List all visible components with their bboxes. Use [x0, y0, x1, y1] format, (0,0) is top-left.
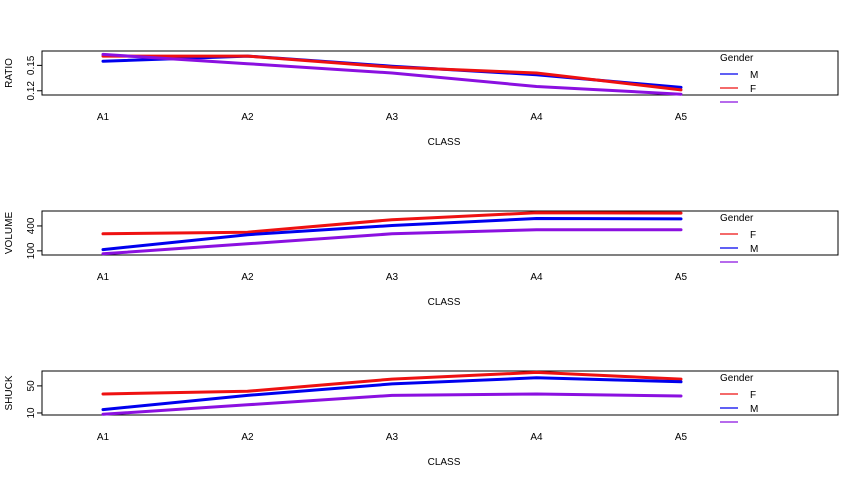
x-tick-label: A1: [97, 112, 110, 123]
x-tick-label: A1: [97, 272, 110, 283]
x-axis-title: CLASS: [428, 457, 461, 468]
x-axis-title: CLASS: [428, 137, 461, 148]
y-tick-label: 100: [26, 242, 37, 259]
series-line-2-1: [101, 211, 683, 236]
legend-entry-label: F: [750, 84, 756, 95]
legend-entry-label: M: [750, 404, 758, 415]
series-line-3-1: [101, 370, 683, 396]
x-tick-label: A3: [386, 432, 399, 443]
y-axis-title: VOLUME: [4, 212, 15, 255]
legend-entry-label: M: [750, 244, 758, 255]
y-tick-label: 0.15: [26, 55, 37, 75]
legend-entry-label: F: [750, 230, 756, 241]
x-tick-label: A5: [675, 112, 688, 123]
y-tick-label: 0.12: [26, 81, 37, 101]
x-tick-label: A4: [530, 432, 543, 443]
y-tick-label: 400: [26, 217, 37, 234]
legend-entry-label: F: [750, 390, 756, 401]
y-tick-label: 50: [26, 380, 37, 392]
y-axis-title: RATIO: [4, 58, 15, 88]
x-tick-label: A1: [97, 432, 110, 443]
legend-entry-label: M: [750, 70, 758, 81]
x-tick-label: A4: [530, 112, 543, 123]
plot-frame-2: [41, 210, 839, 256]
series-line-1-2: [101, 54, 683, 92]
x-axis-title: CLASS: [428, 297, 461, 308]
x-tick-label: A2: [241, 272, 254, 283]
legend-title: Gender: [720, 53, 754, 64]
series-line-2-3: [101, 228, 683, 256]
x-tick-label: A4: [530, 272, 543, 283]
series-line-3-2: [101, 376, 683, 412]
y-axis-title: SHUCK: [4, 375, 15, 410]
x-tick-label: A2: [241, 432, 254, 443]
legend-title: Gender: [720, 373, 754, 384]
plot-frame-1: [41, 50, 839, 96]
series-line-2-2: [101, 217, 683, 252]
x-tick-label: A3: [386, 112, 399, 123]
series-line-3-3: [101, 392, 683, 416]
plot-frame-3: [41, 370, 839, 416]
series-line-1-3: [101, 52, 683, 96]
x-tick-label: A5: [675, 432, 688, 443]
legend-title: Gender: [720, 213, 754, 224]
x-tick-label: A2: [241, 112, 254, 123]
y-tick-label: 10: [26, 407, 37, 419]
x-tick-label: A5: [675, 272, 688, 283]
x-tick-label: A3: [386, 272, 399, 283]
